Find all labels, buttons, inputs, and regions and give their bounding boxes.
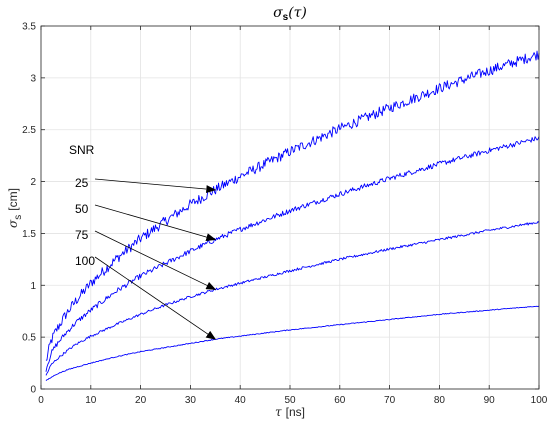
annotation-header: SNR xyxy=(69,143,95,157)
ticks: 0 10 20 30 40 50 60 70 80 90 100 0 0.5 1 1.5 2 2.5 3 3.5 xyxy=(22,22,548,407)
chart-title: σs(τ) xyxy=(273,5,307,23)
x-tick-label: 40 xyxy=(235,395,247,406)
y-tick-label: 1.5 xyxy=(22,229,36,240)
y-tick-label: 2 xyxy=(30,177,36,188)
title-argument: (τ) xyxy=(288,5,307,21)
x-tick-label: 70 xyxy=(384,395,396,406)
annotation-arrow xyxy=(94,256,217,340)
x-tick-label: 30 xyxy=(185,395,197,406)
x-axis-label: τ [ns] xyxy=(275,405,305,419)
series-group xyxy=(45,50,540,381)
title-symbol: σ xyxy=(273,5,283,21)
series-line xyxy=(45,136,540,372)
y-axis-subscript: s xyxy=(13,215,24,220)
x-axis-unit: [ns] xyxy=(286,405,305,419)
title-subscript: s xyxy=(283,12,289,23)
annotation-label: 25 xyxy=(75,176,89,190)
y-axis-label: σs [cm] xyxy=(6,188,24,228)
annotation-label: 50 xyxy=(75,202,89,216)
annotation-arrow xyxy=(94,230,217,290)
annotation-label: 100 xyxy=(75,254,95,268)
y-tick-label: 2.5 xyxy=(22,125,36,136)
x-tick-label: 0 xyxy=(38,395,44,406)
annotation-arrow xyxy=(94,204,217,242)
series-line xyxy=(45,221,540,376)
x-tick-label: 100 xyxy=(531,395,548,406)
y-tick-label: 1 xyxy=(30,281,36,292)
x-tick-label: 20 xyxy=(135,395,147,406)
x-tick-label: 60 xyxy=(334,395,346,406)
annotation-label: 75 xyxy=(75,228,89,242)
x-tick-label: 50 xyxy=(284,395,296,406)
y-tick-label: 3 xyxy=(30,73,36,84)
y-tick-label: 0.5 xyxy=(22,333,36,344)
annotation-arrow xyxy=(94,178,217,194)
y-tick-label: 3.5 xyxy=(22,22,36,33)
x-tick-label: 10 xyxy=(85,395,97,406)
y-axis-unit: [cm] xyxy=(6,188,20,211)
y-axis-symbol: σ xyxy=(6,219,20,228)
x-tick-label: 90 xyxy=(484,395,496,406)
y-tick-label: 0 xyxy=(30,385,36,396)
x-axis-symbol: τ xyxy=(275,405,282,419)
series-line xyxy=(45,305,540,381)
x-tick-label: 80 xyxy=(434,395,446,406)
annotations: SNR 25 50 75 100 xyxy=(69,143,217,340)
